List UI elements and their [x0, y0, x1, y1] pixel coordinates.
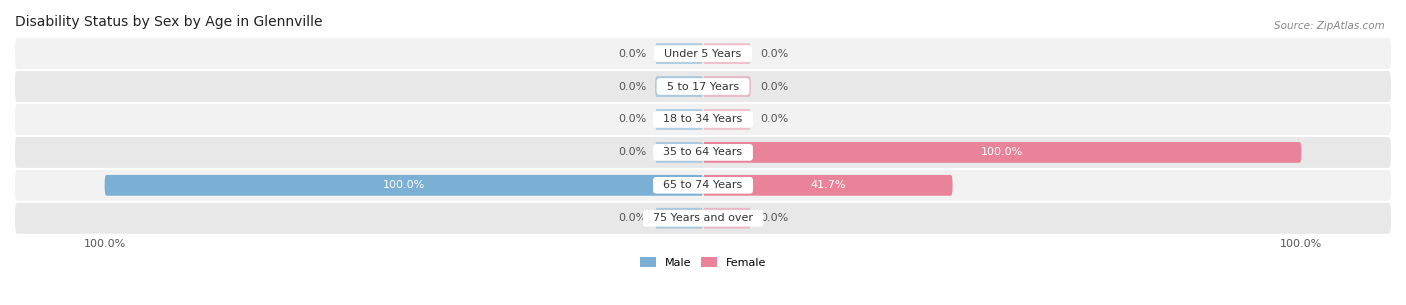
Text: 0.0%: 0.0% [617, 213, 647, 223]
FancyBboxPatch shape [655, 142, 703, 163]
FancyBboxPatch shape [703, 76, 751, 97]
Text: 100.0%: 100.0% [981, 147, 1024, 157]
Text: 18 to 34 Years: 18 to 34 Years [657, 114, 749, 124]
FancyBboxPatch shape [15, 203, 1391, 234]
Text: 5 to 17 Years: 5 to 17 Years [659, 81, 747, 92]
FancyBboxPatch shape [104, 175, 703, 196]
Text: 0.0%: 0.0% [759, 48, 789, 59]
FancyBboxPatch shape [703, 175, 952, 196]
Text: 100.0%: 100.0% [382, 180, 425, 190]
FancyBboxPatch shape [655, 109, 703, 130]
FancyBboxPatch shape [703, 142, 1302, 163]
FancyBboxPatch shape [703, 208, 751, 229]
Text: 0.0%: 0.0% [759, 213, 789, 223]
Text: 41.7%: 41.7% [810, 180, 845, 190]
Text: 0.0%: 0.0% [617, 114, 647, 124]
FancyBboxPatch shape [655, 43, 703, 64]
FancyBboxPatch shape [15, 104, 1391, 135]
Text: 65 to 74 Years: 65 to 74 Years [657, 180, 749, 190]
FancyBboxPatch shape [15, 137, 1391, 168]
Legend: Male, Female: Male, Female [636, 253, 770, 273]
Text: 0.0%: 0.0% [617, 48, 647, 59]
FancyBboxPatch shape [15, 170, 1391, 201]
Text: 0.0%: 0.0% [617, 81, 647, 92]
FancyBboxPatch shape [655, 76, 703, 97]
Text: Under 5 Years: Under 5 Years [658, 48, 748, 59]
Text: 0.0%: 0.0% [617, 147, 647, 157]
Text: Source: ZipAtlas.com: Source: ZipAtlas.com [1274, 21, 1385, 31]
Text: 0.0%: 0.0% [759, 114, 789, 124]
Text: 75 Years and over: 75 Years and over [645, 213, 761, 223]
Text: 35 to 64 Years: 35 to 64 Years [657, 147, 749, 157]
Text: 0.0%: 0.0% [759, 81, 789, 92]
FancyBboxPatch shape [15, 38, 1391, 69]
Text: Disability Status by Sex by Age in Glennville: Disability Status by Sex by Age in Glenn… [15, 15, 322, 29]
FancyBboxPatch shape [655, 208, 703, 229]
FancyBboxPatch shape [703, 43, 751, 64]
FancyBboxPatch shape [15, 71, 1391, 102]
FancyBboxPatch shape [703, 109, 751, 130]
